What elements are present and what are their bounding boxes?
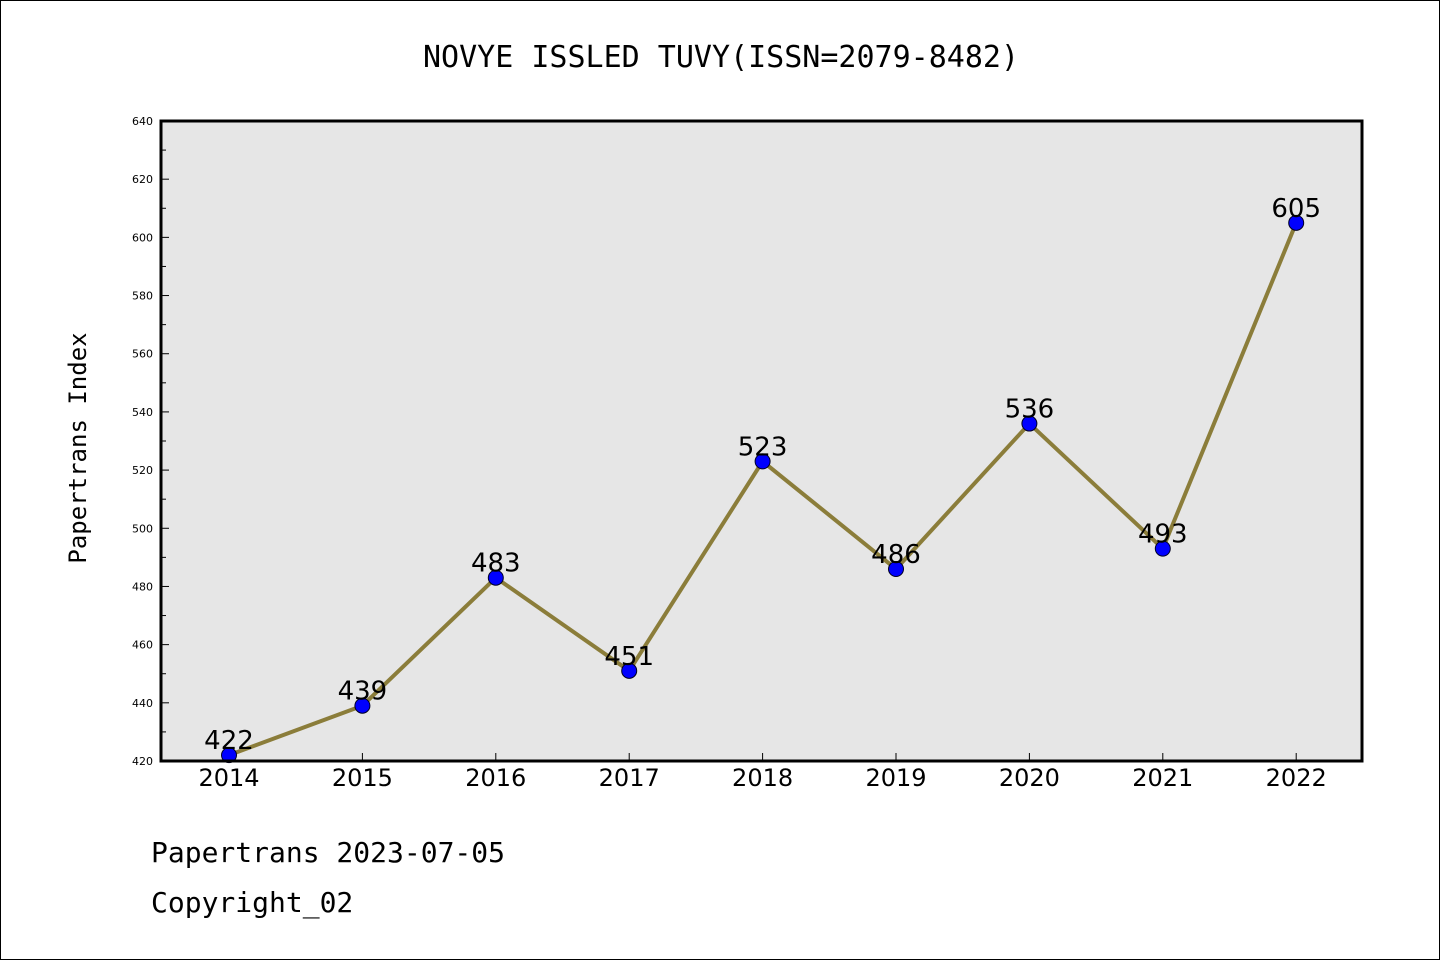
data-point (621, 662, 638, 679)
series-layer: 422 439 483 451 523 486 536 493 605 (204, 194, 1321, 764)
x-tick-label: 2022 (1266, 764, 1327, 792)
x-tick-label: 2017 (599, 764, 660, 792)
data-point (888, 561, 904, 577)
data-label: 439 (338, 677, 388, 707)
x-axis: 2014 2015 2016 2017 2018 2019 2020 2021 2022 (198, 753, 1327, 792)
y-tick-label: 580 (132, 290, 153, 303)
x-tick-label: 2019 (865, 764, 926, 792)
x-tick-label: 2014 (198, 764, 259, 792)
footer-copyright: Copyright_02 (151, 886, 354, 919)
y-tick-label: 640 (132, 115, 153, 128)
x-tick-label: 2016 (465, 764, 526, 792)
data-label: 605 (1271, 194, 1321, 224)
plot-border (159, 119, 1364, 763)
x-tick-label: 2018 (732, 764, 793, 792)
data-label: 451 (604, 642, 654, 672)
y-tick-label: 460 (132, 639, 153, 652)
footer-date: Papertrans 2023-07-05 (151, 836, 506, 869)
y-tick-label: 500 (132, 522, 153, 535)
data-point (221, 747, 237, 764)
y-tick-label: 540 (132, 406, 153, 419)
data-point (754, 453, 771, 470)
data-point (354, 697, 371, 714)
y-tick-label: 440 (132, 697, 153, 710)
data-label: 422 (204, 726, 254, 756)
x-tick-label: 2020 (999, 764, 1060, 792)
y-tick-label: 620 (132, 173, 153, 186)
y-tick-label: 520 (132, 464, 153, 477)
data-point (1154, 540, 1171, 557)
data-label: 493 (1138, 520, 1188, 550)
x-tick-label: 2021 (1132, 764, 1193, 792)
y-tick-label: 480 (132, 580, 153, 593)
x-tick-label: 2015 (332, 764, 393, 792)
chart-title: NOVYE ISSLED TUVY(ISSN=2079-8482) (423, 40, 1019, 75)
y-axis-label: Papertrans Index (64, 332, 92, 563)
data-point (487, 569, 504, 586)
data-label: 483 (471, 549, 521, 579)
data-point (1021, 415, 1038, 432)
data-label: 523 (738, 432, 788, 462)
y-tick-label: 420 (132, 755, 153, 768)
y-tick-label: 600 (132, 231, 153, 244)
data-label: 536 (1005, 395, 1055, 425)
y-tick-label: 560 (132, 348, 153, 361)
data-label: 486 (871, 540, 921, 570)
y-axis: 420 440 460 480 500 520 540 560 580 600 620 640 (132, 115, 169, 768)
plot-area (161, 121, 1362, 761)
data-point (1288, 214, 1305, 231)
